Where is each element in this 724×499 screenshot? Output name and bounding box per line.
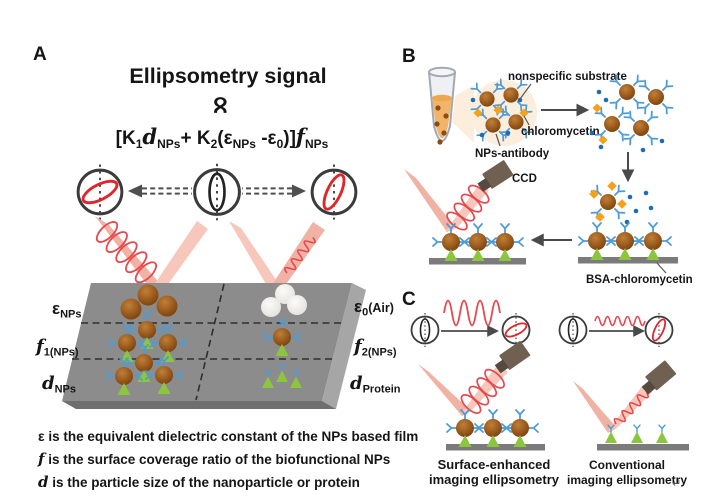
tube-rim xyxy=(428,66,456,78)
pol-circle-linear-se xyxy=(410,312,440,348)
dashed-arrow-right xyxy=(241,183,307,199)
film-label-d-nps: dNPs xyxy=(42,373,76,396)
dashed-arrow-left xyxy=(127,183,193,199)
definition-f: f is the surface coverage ratio of the b… xyxy=(37,450,390,468)
leader-chloromycetin xyxy=(523,115,530,126)
pol-circle-elliptic-conv xyxy=(644,312,674,348)
definition-epsilon: ε is the equivalent dielectric constant … xyxy=(38,428,418,444)
panel-b-label: B xyxy=(402,46,416,67)
caption-conventional-1: Conventional xyxy=(589,458,665,472)
pol-circle-linear-conv xyxy=(558,312,588,348)
magnifier-cone xyxy=(452,85,474,143)
film-label-f2: f2(NPs) xyxy=(352,336,397,359)
polarization-sphere-elliptical-right xyxy=(310,163,358,221)
incident-beam-left-v xyxy=(95,216,163,291)
caption-conventional-2: imaging ellipsometry xyxy=(567,473,687,487)
return-mark: ↵ xyxy=(672,477,681,490)
film-label-eps-nps: εNPs xyxy=(52,299,81,321)
annotation-bsa-chloromycetin: BSA-chloromycetin xyxy=(586,274,693,286)
np-layer-se xyxy=(447,410,538,447)
reflected-beam-left-v xyxy=(150,221,208,291)
film-label-f1: f1(NPs) xyxy=(34,336,79,359)
polarization-sphere-elliptical-left xyxy=(76,163,124,221)
caption-surface-enhanced-2: imaging ellipsometry xyxy=(429,472,560,487)
reflected-beam-right-v xyxy=(268,222,325,291)
panel-a: A Ellipsometry signal ∝ [K1dNPs+ K2(εNPs… xyxy=(33,44,418,491)
np-on-bsa-substrate xyxy=(579,223,671,260)
annotation-chloromycetin: chloromycetin xyxy=(521,126,600,138)
slab-divider-vertical xyxy=(195,283,225,401)
np-film-cluster xyxy=(120,284,178,320)
substrate-slab-side xyxy=(322,283,366,409)
large-amplitude-wave xyxy=(443,299,501,327)
np-captured-chloromycetin xyxy=(589,181,654,225)
reflected-beam-conv xyxy=(607,385,652,432)
air-reference-cluster xyxy=(261,284,307,317)
signal-formula: [K1dNPs+ K2(εNPs -ε0)]fNPs xyxy=(116,124,329,151)
substrate-slab-top xyxy=(62,283,352,401)
nonspecific-dot xyxy=(479,132,485,138)
polarization-sphere-linear-center xyxy=(193,162,241,222)
panel-c-label: C xyxy=(402,289,416,310)
caption-surface-enhanced-1: Surface-enhanced xyxy=(438,457,551,472)
small-amplitude-wave xyxy=(594,315,646,327)
incident-beam-se xyxy=(418,364,471,416)
substrate-bar-left xyxy=(429,258,526,265)
leader-bsa xyxy=(656,262,667,274)
incident-beam-conv xyxy=(573,381,617,433)
ellipsometry-title: Ellipsometry signal xyxy=(129,64,326,88)
nonspecific-dot xyxy=(505,130,511,136)
annotation-nps-antibody: NPs-antibody xyxy=(475,148,550,160)
incident-beam-right-v xyxy=(229,221,281,291)
panel-c: C Surface-enhanced imaging ellipsometry xyxy=(402,289,689,490)
film-label-d-protein: dProtein xyxy=(350,373,401,396)
panel-a-label: A xyxy=(33,44,47,65)
substrate-slab-bottom xyxy=(62,401,336,409)
proportional-symbol: ∝ xyxy=(204,94,239,115)
definition-d: d is the particle size of the nanopartic… xyxy=(38,473,360,491)
leader-nonspecific xyxy=(519,83,532,100)
reflected-beam-se xyxy=(460,364,508,415)
sample-tube xyxy=(428,66,456,145)
substrate-bar-se xyxy=(446,444,545,451)
substrate-bar-right xyxy=(578,257,678,264)
substrate-bar-conv xyxy=(597,444,689,451)
annotation-nonspecific-substrate: nonspecific substrate xyxy=(508,71,627,83)
nonspecific-dot xyxy=(470,97,476,103)
np-conjugate-cluster xyxy=(589,75,673,153)
film-label-eps0-air: ε0(Air) xyxy=(354,297,394,319)
laser-incident-beam-b xyxy=(404,169,456,232)
pol-circle-elliptic-se xyxy=(501,312,531,348)
panel-b: B nonspecific substrate xyxy=(402,46,693,286)
leader-nps-antibody xyxy=(495,133,501,147)
ccd-label: CCD xyxy=(512,173,537,185)
tube-np-dots xyxy=(434,105,449,145)
